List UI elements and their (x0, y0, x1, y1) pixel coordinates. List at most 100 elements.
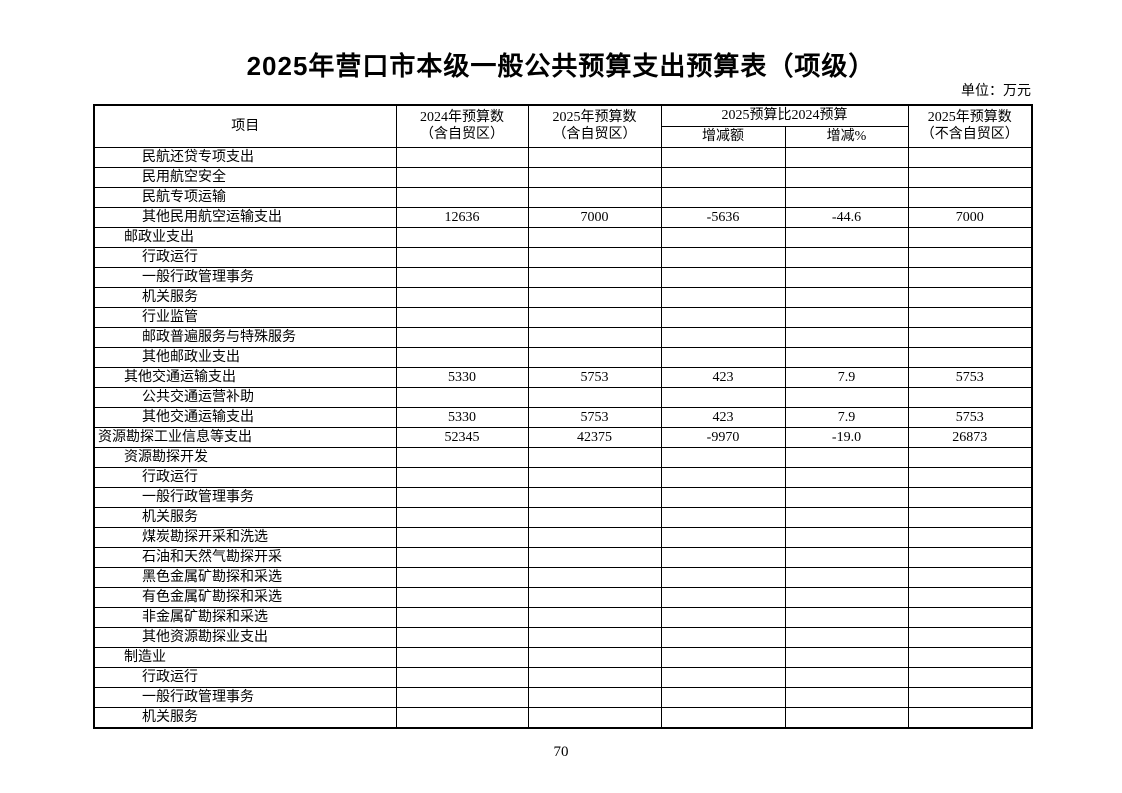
cell-2025-budget (527, 706, 662, 728)
cell-diff-amount (660, 346, 786, 368)
cell-diff-percent (784, 446, 909, 468)
cell-item-name: 行业监管 (93, 306, 397, 328)
cell-diff-percent (784, 686, 909, 708)
cell-diff-amount (660, 526, 786, 548)
cell-diff-amount: 423 (660, 366, 786, 388)
cell-2024-budget (395, 506, 529, 528)
table-row: 民航专项运输 (93, 186, 1033, 208)
cell-2025-budget-excl (907, 506, 1033, 528)
cell-diff-amount (660, 686, 786, 708)
cell-2025-budget (527, 446, 662, 468)
cell-item-name: 公共交通运营补助 (93, 386, 397, 408)
cell-item-name: 行政运行 (93, 246, 397, 268)
cell-diff-amount (660, 646, 786, 668)
cell-2025-budget (527, 626, 662, 648)
cell-diff-percent (784, 466, 909, 488)
cell-2024-budget (395, 626, 529, 648)
cell-2025-budget-excl: 26873 (907, 426, 1033, 448)
cell-2024-budget: 5330 (395, 366, 529, 388)
cell-diff-amount (660, 566, 786, 588)
cell-2025-budget-excl (907, 446, 1033, 468)
cell-diff-percent (784, 186, 909, 208)
cell-item-name: 行政运行 (93, 466, 397, 488)
cell-2025-budget-excl (907, 646, 1033, 668)
cell-2025-budget-excl (907, 686, 1033, 708)
table-row: 民航还贷专项支出 (93, 146, 1033, 168)
cell-diff-percent (784, 486, 909, 508)
cell-2025-budget: 7000 (527, 206, 662, 228)
cell-item-name: 机关服务 (93, 706, 397, 728)
cell-diff-amount (660, 286, 786, 308)
table-row: 其他邮政业支出 (93, 346, 1033, 368)
cell-2025-budget-excl (907, 586, 1033, 608)
cell-2025-budget-excl (907, 346, 1033, 368)
cell-diff-amount (660, 666, 786, 688)
cell-item-name: 资源勘探工业信息等支出 (93, 426, 397, 448)
cell-item-name: 非金属矿勘探和采选 (93, 606, 397, 628)
cell-2025-budget (527, 506, 662, 528)
cell-diff-percent (784, 566, 909, 588)
col-header-item: 项目 (93, 104, 397, 148)
cell-diff-amount (660, 486, 786, 508)
cell-diff-amount: -9970 (660, 426, 786, 448)
cell-2024-budget (395, 486, 529, 508)
cell-item-name: 煤炭勘探开采和洗选 (93, 526, 397, 548)
cell-2025-budget (527, 166, 662, 188)
table-row: 资源勘探工业信息等支出 52345 42375 -9970 -19.0 2687… (93, 426, 1033, 448)
cell-diff-amount (660, 606, 786, 628)
cell-2025-budget (527, 666, 662, 688)
cell-2024-budget (395, 346, 529, 368)
table-row: 一般行政管理事务 (93, 486, 1033, 508)
header-row-sub: 增减额 增减% (94, 125, 1032, 148)
cell-2025-budget (527, 186, 662, 208)
cell-item-name: 机关服务 (93, 286, 397, 308)
cell-diff-amount (660, 166, 786, 188)
cell-2025-budget-excl: 5753 (907, 406, 1033, 428)
cell-2025-budget-excl (907, 226, 1033, 248)
cell-item-name: 其他邮政业支出 (93, 346, 397, 368)
cell-2025-budget-excl (907, 526, 1033, 548)
cell-2025-budget-excl (907, 386, 1033, 408)
cell-2025-budget (527, 226, 662, 248)
cell-2025-budget-excl: 7000 (907, 206, 1033, 228)
col-header-2024-budget: 2024年预算数 （含自贸区） (395, 104, 529, 148)
cell-diff-percent (784, 666, 909, 688)
cell-item-name: 其他交通运输支出 (93, 366, 397, 388)
cell-item-name: 邮政普遍服务与特殊服务 (93, 326, 397, 348)
cell-diff-percent (784, 606, 909, 628)
cell-2024-budget (395, 706, 529, 728)
col-header-2025-budget-excl: 2025年预算数 （不含自贸区） (907, 104, 1033, 148)
cell-2024-budget (395, 666, 529, 688)
table-row: 一般行政管理事务 (93, 266, 1033, 288)
cell-item-name: 民航还贷专项支出 (93, 146, 397, 168)
cell-2024-budget (395, 446, 529, 468)
cell-2024-budget (395, 306, 529, 328)
cell-2024-budget (395, 686, 529, 708)
cell-diff-percent (784, 326, 909, 348)
cell-diff-percent (784, 386, 909, 408)
table-row: 机关服务 (93, 706, 1033, 728)
cell-2025-budget-excl (907, 326, 1033, 348)
cell-2024-budget (395, 386, 529, 408)
cell-2025-budget (527, 266, 662, 288)
table-row: 其他民用航空运输支出 12636 7000 -5636 -44.6 7000 (93, 206, 1033, 228)
cell-2025-budget-excl (907, 306, 1033, 328)
table-row: 公共交通运营补助 (93, 386, 1033, 408)
cell-item-name: 石油和天然气勘探开采 (93, 546, 397, 568)
cell-diff-percent: 7.9 (784, 366, 909, 388)
table-row: 有色金属矿勘探和采选 (93, 586, 1033, 608)
table-row: 其他交通运输支出 5330 5753 423 7.9 5753 (93, 366, 1033, 388)
cell-2024-budget (395, 466, 529, 488)
cell-item-name: 资源勘探开发 (93, 446, 397, 468)
cell-diff-percent (784, 546, 909, 568)
cell-2025-budget-excl (907, 566, 1033, 588)
cell-diff-percent (784, 166, 909, 188)
table-row: 机关服务 (93, 506, 1033, 528)
col-header-compare-group: 2025预算比2024预算 (660, 104, 909, 127)
cell-2025-budget (527, 486, 662, 508)
cell-diff-percent (784, 586, 909, 608)
cell-2025-budget (527, 346, 662, 368)
table-header: 项目 2024年预算数 （含自贸区） 2025年预算数 （含自贸区） 2025预… (93, 104, 1033, 148)
cell-2024-budget (395, 546, 529, 568)
cell-item-name: 机关服务 (93, 506, 397, 528)
